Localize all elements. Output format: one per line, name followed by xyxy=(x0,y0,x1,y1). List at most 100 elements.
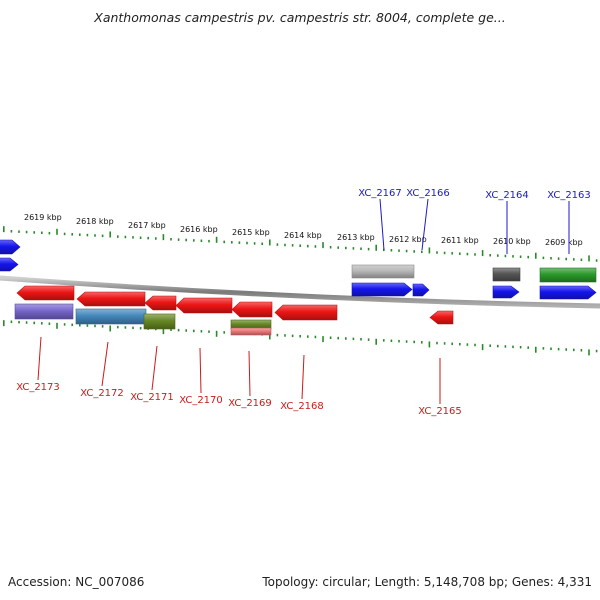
gene-label-xc_2163[interactable]: XC_2163 xyxy=(547,190,591,201)
ruler-tick xyxy=(390,249,393,252)
ruler-tick xyxy=(132,236,134,239)
gene-leader-line xyxy=(248,350,251,397)
gene-arrow-xc_2167[interactable] xyxy=(351,282,413,297)
gene-arrow-xc_2169[interactable] xyxy=(231,301,273,318)
gene-layer[interactable] xyxy=(0,239,597,336)
gene-label-layer[interactable]: XC_2167 XC_2166 XC_2164 XC_2163 XC_2173 XC_21… xyxy=(16,188,591,417)
ruler-tick xyxy=(25,230,28,234)
gene-feature-bar[interactable] xyxy=(143,313,176,330)
ruler-kbp-label: 2615 kbp xyxy=(232,228,270,237)
gene-arrow-xc_2171[interactable] xyxy=(144,295,177,311)
gene-label-xc_2171[interactable]: XC_2171 xyxy=(130,392,174,403)
ruler-tick xyxy=(185,329,187,332)
ruler-tick xyxy=(101,325,104,328)
ruler-tick xyxy=(71,323,73,327)
gene-arrow-xc_2172[interactable] xyxy=(76,291,146,307)
ruler-tick xyxy=(18,230,20,233)
ruler-tick xyxy=(33,321,35,325)
ruler-tick xyxy=(79,323,81,327)
ruler-tick xyxy=(307,244,309,248)
gene-label-xc_2170[interactable]: XC_2170 xyxy=(179,395,223,406)
ruler-tick xyxy=(284,243,286,247)
ruler-tick xyxy=(421,341,423,344)
ruler-tick xyxy=(124,235,127,239)
ruler-tick xyxy=(238,241,241,244)
ruler-tick xyxy=(337,246,339,249)
gene-label-xc_2173[interactable]: XC_2173 xyxy=(16,382,60,393)
genome-backbone xyxy=(0,275,600,309)
gene-feature-bar[interactable] xyxy=(14,303,74,320)
gene-label-xc_2169[interactable]: XC_2169 xyxy=(228,398,272,409)
ruler-tick xyxy=(117,235,119,238)
gene-feature-bar[interactable] xyxy=(492,267,521,282)
ruler-tick xyxy=(481,344,484,351)
ruler-kbp-label: 2609 kbp xyxy=(545,238,583,247)
ruler-tick xyxy=(48,231,51,235)
ruler-tick xyxy=(405,340,408,343)
ruler-tick xyxy=(542,256,545,260)
ruler-tick xyxy=(443,342,446,345)
ruler-tick xyxy=(413,250,415,253)
gene-arrow-forward-partial[interactable] xyxy=(0,239,21,255)
gene-label-xc_2165[interactable]: XC_2165 xyxy=(418,406,462,417)
ruler-tick xyxy=(25,321,28,324)
ruler-tick xyxy=(573,258,575,261)
ruler-tick xyxy=(352,247,355,250)
gene-arrow-xc_2166[interactable] xyxy=(412,283,430,297)
ruler-tick xyxy=(200,239,203,243)
ruler-tick xyxy=(246,241,248,245)
gene-leader-line xyxy=(199,347,202,394)
gene-arrow-xc_2170[interactable] xyxy=(175,297,233,314)
ruler-tick xyxy=(535,252,537,259)
ruler-tick xyxy=(451,342,453,346)
ruler-tick xyxy=(459,252,461,255)
ruler-tick xyxy=(443,251,446,255)
ruler-tick xyxy=(504,254,507,258)
ruler-tick xyxy=(162,234,165,241)
gene-feature-bar[interactable] xyxy=(539,267,597,283)
ruler-tick xyxy=(504,345,507,348)
gene-arrow-forward-partial[interactable] xyxy=(0,257,19,272)
gene-feature-bar[interactable] xyxy=(75,308,147,325)
gene-label-xc_2167[interactable]: XC_2167 xyxy=(358,188,402,199)
gene-arrow-xc_2164[interactable] xyxy=(492,285,520,299)
gene-arrow-xc_2163[interactable] xyxy=(539,285,597,300)
ruler-tick xyxy=(451,252,453,255)
ruler-tick xyxy=(109,325,111,332)
ruler-tick xyxy=(94,234,96,237)
ruler-tick xyxy=(94,324,96,328)
gene-label-xc_2168[interactable]: XC_2168 xyxy=(280,401,324,412)
ruler-tick xyxy=(3,226,5,233)
ruler-tick xyxy=(565,348,567,351)
ruler-tick xyxy=(177,238,180,241)
gene-feature-bar[interactable] xyxy=(230,319,272,330)
ruler-tick xyxy=(329,336,332,339)
gene-feature-bar[interactable] xyxy=(351,264,415,279)
gene-arrow-xc_2165[interactable] xyxy=(429,310,454,325)
ruler-tick xyxy=(41,231,43,235)
ruler-tick xyxy=(580,349,583,352)
ruler-tick xyxy=(86,233,89,237)
ruler-tick xyxy=(322,242,324,249)
ruler-tick xyxy=(398,339,400,343)
ruler-tick xyxy=(436,341,438,345)
gene-arrow-xc_2173[interactable] xyxy=(16,285,75,301)
gene-arrow-xc_2168[interactable] xyxy=(274,304,338,321)
ruler-tick xyxy=(550,257,552,260)
gene-label-xc_2166[interactable]: XC_2166 xyxy=(406,188,450,199)
ruler-tick xyxy=(557,257,560,260)
ruler-tick xyxy=(588,349,590,356)
accession-label: Accession: NC_007086 xyxy=(8,575,145,589)
gene-leader-line xyxy=(151,345,158,391)
ruler-tick xyxy=(489,344,491,347)
gene-label-xc_2172[interactable]: XC_2172 xyxy=(80,388,124,399)
gene-feature-bar[interactable] xyxy=(230,327,272,336)
ruler-tick xyxy=(405,249,408,253)
ruler-tick xyxy=(79,233,81,236)
gene-label-xc_2164[interactable]: XC_2164 xyxy=(485,190,529,201)
ruler-tick xyxy=(436,251,438,254)
ruler-tick xyxy=(474,253,476,256)
ruler-tick xyxy=(459,342,461,346)
